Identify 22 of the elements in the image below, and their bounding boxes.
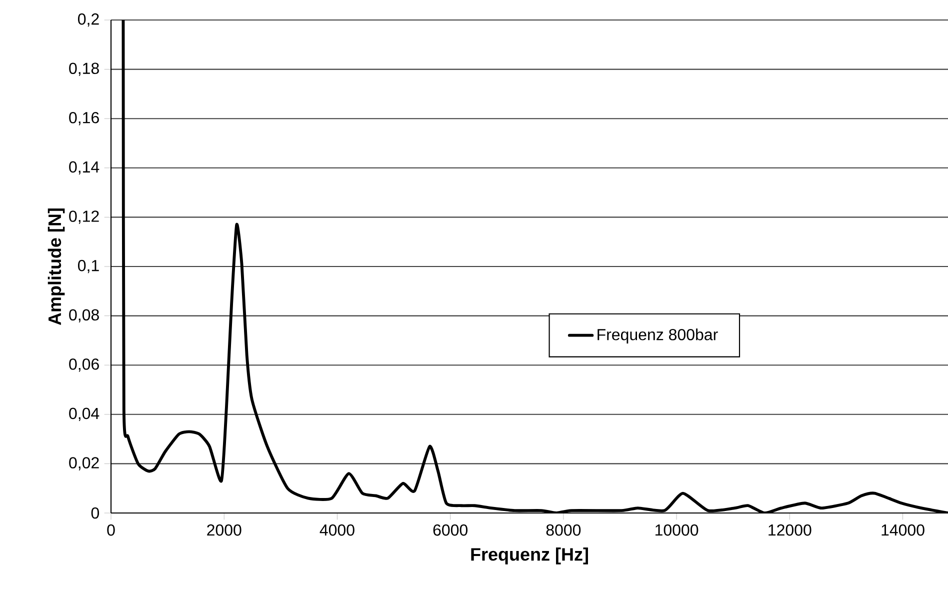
x-axis-title: Frequenz [Hz] (471, 548, 588, 564)
x-tick-label: 12000 (768, 524, 812, 536)
x-tick-label: 6000 (433, 524, 468, 536)
x-tick-label: 2000 (207, 524, 242, 536)
y-axis-title: Amplitude [N] (48, 208, 65, 326)
y-tick-label: 0,18 (69, 62, 99, 76)
x-tick-label: 10000 (656, 524, 698, 536)
y-tick-label: 0,1 (78, 260, 99, 274)
x-tick-label: 0 (107, 524, 115, 536)
y-tick-label: 0 (91, 507, 100, 519)
legend-label: Frequenz 800bar (598, 328, 718, 344)
y-tick-label: 0,12 (69, 210, 99, 224)
y-tick-label: 0,16 (69, 112, 99, 126)
y-tick-label: 0,08 (69, 309, 99, 322)
x-tick-label: 14000 (882, 524, 924, 536)
y-tick-label: 0,04 (69, 408, 100, 422)
y-tick-label: 0,02 (69, 457, 99, 470)
y-tick-label: 0,06 (69, 358, 99, 372)
y-tick-label: 0,14 (69, 161, 100, 175)
y-tick-label: 0,2 (78, 13, 99, 27)
x-tick-label: 4000 (320, 524, 354, 536)
x-tick-label: 8000 (546, 524, 581, 536)
